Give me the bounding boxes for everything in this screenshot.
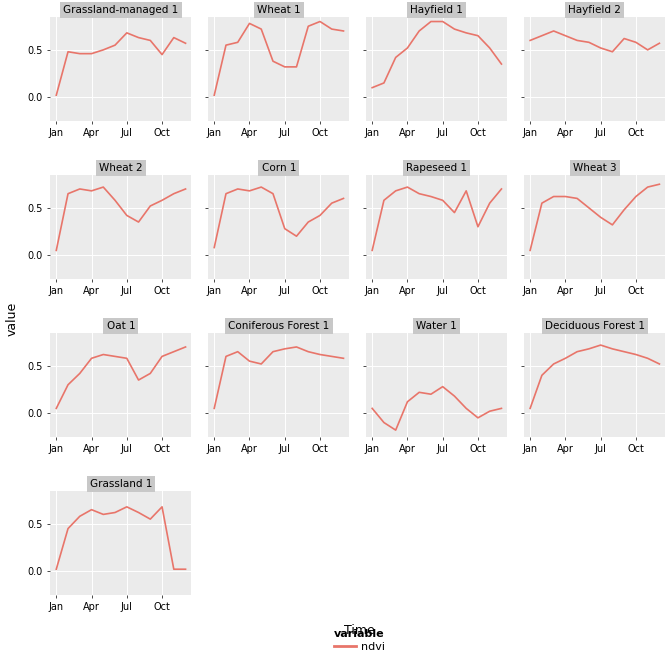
Title: Oat 1: Oat 1 bbox=[107, 321, 135, 331]
Text: Time: Time bbox=[344, 624, 375, 637]
Title: Water 1: Water 1 bbox=[417, 321, 457, 331]
Title: Coniferous Forest 1: Coniferous Forest 1 bbox=[228, 321, 329, 331]
Title: Corn 1: Corn 1 bbox=[261, 163, 296, 173]
Legend: ndvi: ndvi bbox=[333, 629, 386, 652]
Text: value: value bbox=[5, 302, 19, 336]
Title: Deciduous Forest 1: Deciduous Forest 1 bbox=[545, 321, 644, 331]
Title: Wheat 1: Wheat 1 bbox=[257, 5, 300, 15]
Title: Wheat 2: Wheat 2 bbox=[99, 163, 142, 173]
Title: Grassland 1: Grassland 1 bbox=[90, 479, 152, 489]
Title: Hayfield 2: Hayfield 2 bbox=[569, 5, 621, 15]
Title: Wheat 3: Wheat 3 bbox=[573, 163, 617, 173]
Title: Grassland-managed 1: Grassland-managed 1 bbox=[63, 5, 179, 15]
Title: Hayfield 1: Hayfield 1 bbox=[411, 5, 463, 15]
Title: Rapeseed 1: Rapeseed 1 bbox=[407, 163, 467, 173]
